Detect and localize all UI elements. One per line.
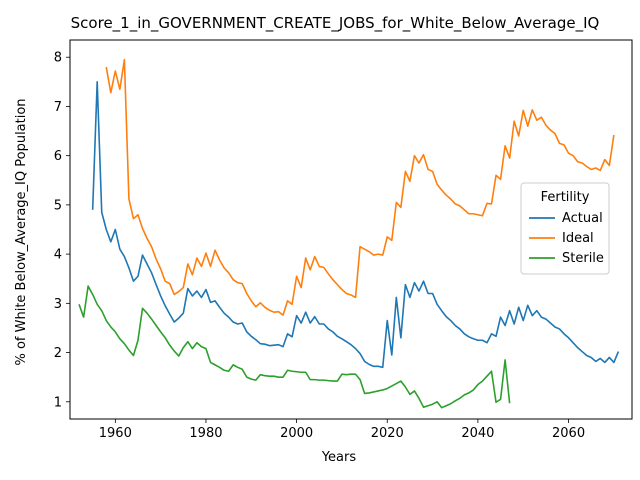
series-line-sterile: [78, 285, 511, 409]
y-tick-label: 1: [54, 395, 62, 410]
chart-title: Score_1_in_GOVERNMENT_CREATE_JOBS_for_Wh…: [71, 14, 600, 33]
y-axis-title: % of White Below_Average_IQ Population: [14, 98, 29, 365]
y-tick-label: 8: [54, 51, 62, 66]
x-tick-label: 2000: [280, 426, 313, 441]
legend-title: Fertility: [541, 190, 590, 205]
x-tick-label: 2040: [461, 426, 494, 441]
plot-frame: [69, 39, 633, 420]
x-tick-label: 2060: [552, 426, 585, 441]
series-layer: [78, 58, 620, 409]
series-line-ideal: [105, 58, 615, 316]
y-tick-label: 7: [54, 100, 62, 115]
y-axis: 1 2 3 4 5 6 7 8: [54, 51, 70, 410]
legend-entries: Actual Ideal Sterile: [529, 211, 604, 266]
y-tick-label: 6: [54, 149, 62, 164]
legend-label-ideal: Ideal: [562, 231, 594, 246]
x-tick-label: 1980: [189, 426, 222, 441]
legend-box: [520, 182, 610, 275]
plot-area: [69, 39, 633, 420]
x-tick-label: 1960: [99, 426, 132, 441]
x-tick-label: 2020: [371, 426, 404, 441]
x-axis: 1960 1980 2000 2020 2040 2060: [99, 419, 585, 441]
y-tick-label: 2: [54, 346, 62, 361]
legend-label-actual: Actual: [562, 211, 603, 226]
y-tick-label: 5: [54, 198, 62, 213]
legend-label-sterile: Sterile: [562, 251, 604, 266]
y-tick-label: 3: [54, 297, 62, 312]
y-tick-label: 4: [54, 248, 62, 263]
x-axis-title: Years: [321, 450, 357, 465]
series-line-actual: [91, 81, 620, 369]
legend: Fertility Actual Ideal Sterile: [520, 182, 610, 275]
